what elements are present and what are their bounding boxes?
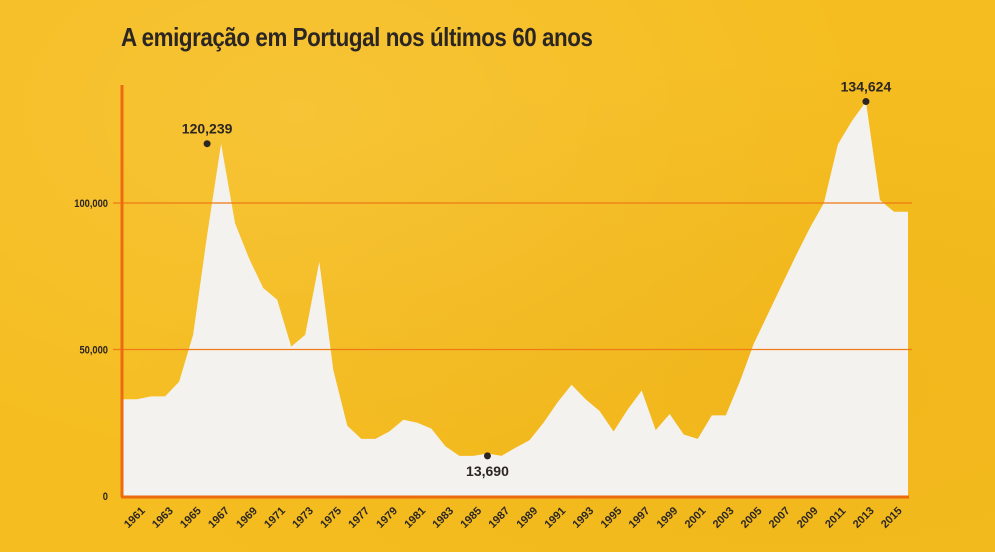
x-tick-label: 1991 — [543, 505, 569, 531]
x-tick-label: 2003 — [711, 505, 737, 531]
x-tick-label: 2001 — [683, 505, 709, 531]
x-tick-label: 1999 — [655, 505, 681, 531]
x-tick-label: 2011 — [823, 505, 848, 530]
x-tick-label: 1993 — [571, 505, 597, 531]
x-tick-label: 1995 — [599, 505, 625, 531]
x-tick-label: 2013 — [851, 505, 877, 531]
x-tick-label: 1989 — [514, 505, 540, 531]
x-tick-label: 2009 — [795, 505, 821, 531]
annotation-label: 120,239 — [182, 121, 233, 137]
x-tick-label: 1997 — [627, 505, 653, 531]
x-tick-label: 1971 — [262, 505, 288, 531]
y-tick-label: 100,000 — [74, 198, 108, 210]
annotation-label: 134,624 — [841, 79, 892, 95]
x-tick-label: 1965 — [178, 505, 204, 531]
x-tick-label: 1987 — [486, 505, 512, 531]
x-tick-label: 1981 — [402, 505, 428, 531]
x-tick-label: 1967 — [206, 505, 232, 531]
x-tick-label: 1963 — [150, 505, 176, 531]
annotation-marker — [483, 452, 491, 460]
x-tick-label: 2007 — [767, 505, 793, 531]
annotation-marker — [862, 98, 870, 106]
x-tick-label: 2005 — [739, 505, 765, 531]
y-tick-label: 50,000 — [79, 345, 108, 357]
x-tick-label: 1961 — [122, 505, 148, 531]
x-tick-label: 1977 — [346, 505, 372, 531]
x-tick-label: 1975 — [318, 505, 344, 531]
x-tick-label: 1983 — [430, 505, 456, 531]
y-tick-label: 0 — [103, 491, 108, 503]
annotation-marker — [203, 140, 211, 148]
x-tick-label: 1985 — [458, 505, 484, 531]
x-tick-label: 2015 — [879, 505, 905, 531]
emigration-area — [123, 101, 908, 496]
x-tick-label: 1973 — [290, 505, 316, 531]
chart-title: A emigração em Portugal nos últimos 60 a… — [121, 22, 593, 52]
annotation-label: 13,690 — [466, 463, 509, 479]
x-tick-label: 1969 — [234, 505, 260, 531]
x-tick-label: 1979 — [374, 505, 400, 531]
